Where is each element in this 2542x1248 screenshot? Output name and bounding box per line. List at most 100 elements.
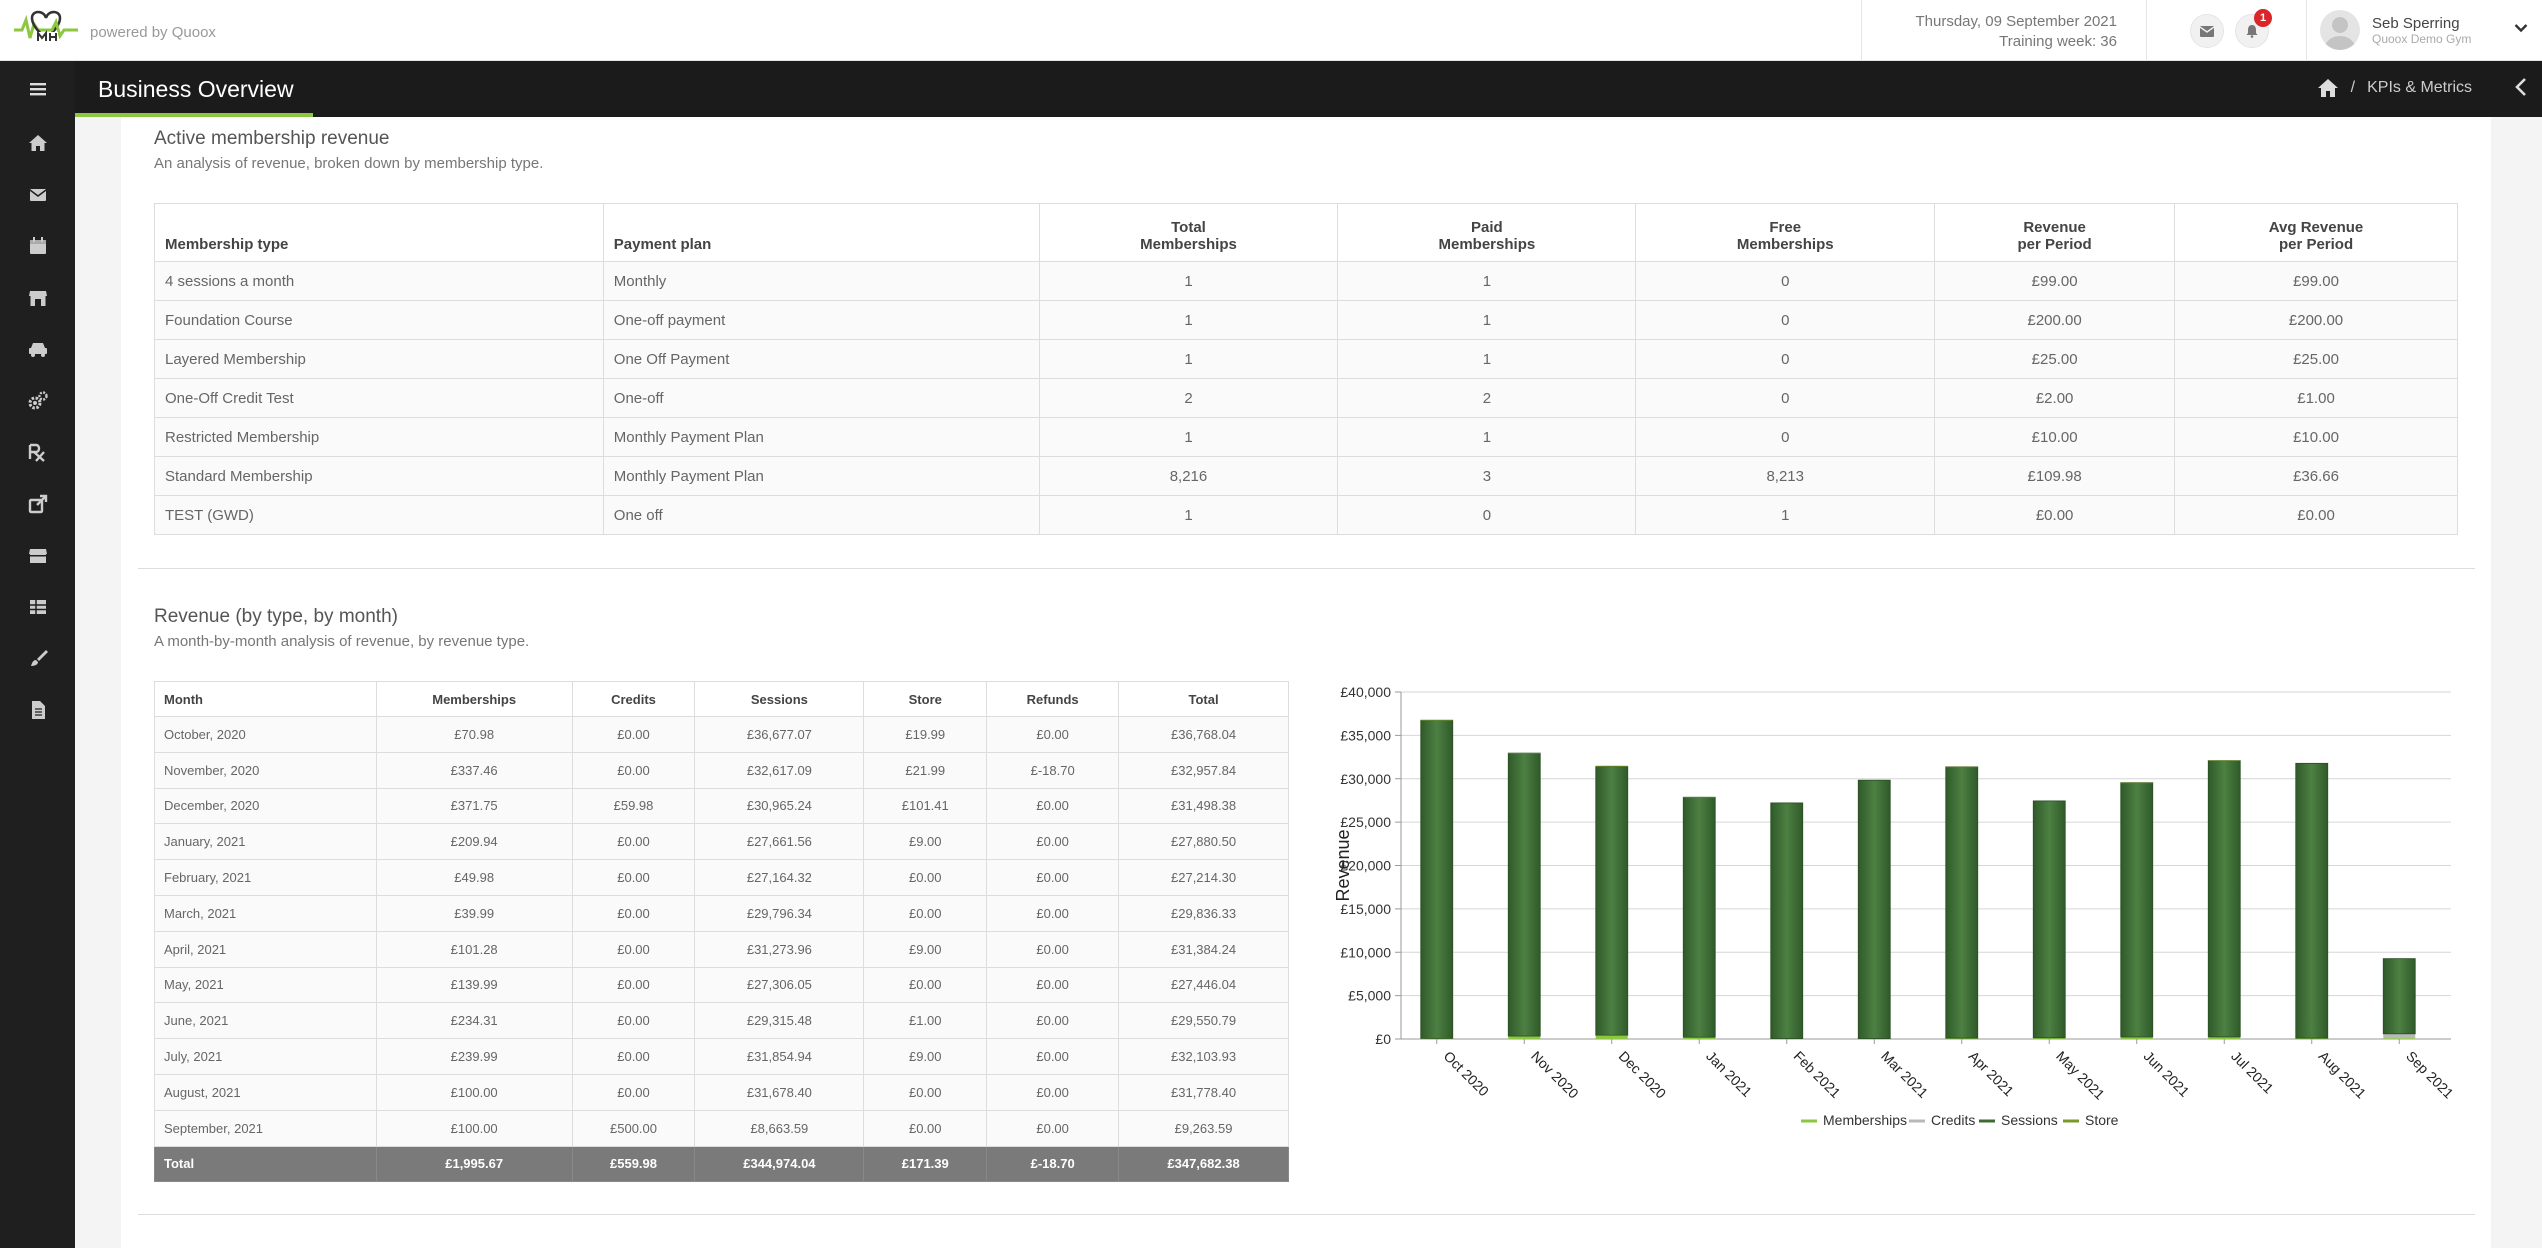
cell-memberships: £139.99 xyxy=(375,966,573,1004)
user-gym: Quoox Demo Gym xyxy=(2372,32,2472,46)
bar-memberships xyxy=(1945,1038,1978,1039)
user-menu-chevron[interactable] xyxy=(2514,20,2528,38)
breadcrumb-separator: / xyxy=(2350,79,2356,96)
x-tick-label: Oct 2020 xyxy=(1441,1048,1493,1100)
cell-free: 8,213 xyxy=(1635,456,1936,496)
column-header-store[interactable]: Store xyxy=(863,681,988,717)
cell-sessions: £8,663.59 xyxy=(694,1109,865,1147)
cell-total: 1 xyxy=(1038,339,1339,379)
cell-refunds: £0.00 xyxy=(986,930,1120,968)
cell-memberships: £49.98 xyxy=(375,859,573,896)
column-header-month[interactable]: Month xyxy=(154,681,377,717)
bar-sessions xyxy=(1420,719,1454,1039)
table-row: 4 sessions a month Monthly 1 1 0 £99.00 £99.00 xyxy=(154,261,2458,301)
sidebar-item-store[interactable] xyxy=(0,276,75,320)
user-name[interactable]: Seb Sperring xyxy=(2372,15,2460,32)
top-bar: powered by Quoox Thursday, 09 September … xyxy=(0,0,2542,61)
brush-icon xyxy=(30,650,48,666)
training-week: Training week: 36 xyxy=(1999,33,2117,50)
cell-refunds: £0.00 xyxy=(986,1109,1120,1147)
quoox-logo[interactable] xyxy=(12,8,80,48)
cell-paid: 0 xyxy=(1337,495,1637,535)
home-icon[interactable] xyxy=(2317,78,2339,98)
sidebar-item-home[interactable] xyxy=(0,121,75,165)
cell-total: £29,550.79 xyxy=(1118,1002,1289,1040)
topbar-divider xyxy=(2146,0,2147,61)
x-tick-label: Sep 2021 xyxy=(2403,1048,2457,1102)
column-header-total[interactable]: Total Memberships xyxy=(1038,203,1339,262)
cell-type: Foundation Course xyxy=(154,300,604,340)
column-header-free[interactable]: Free Memberships xyxy=(1635,203,1936,262)
column-header-revenue[interactable]: Revenue per Period xyxy=(1934,203,2176,262)
bar-sessions xyxy=(1507,752,1541,1037)
cell-credits: £59.98 xyxy=(571,787,696,825)
cell-store: £0.00 xyxy=(863,1109,988,1147)
collapse-panel-button[interactable] xyxy=(2514,77,2528,102)
table-row: April, 2021 £101.28 £0.00 £31,273.96 £9.00 £0… xyxy=(154,930,1289,968)
cell-credits: £0.00 xyxy=(571,930,696,968)
column-header-sessions[interactable]: Sessions xyxy=(694,681,865,717)
cell-total: 1 xyxy=(1038,495,1339,535)
cell-free: 0 xyxy=(1635,417,1936,457)
cell-free: 0 xyxy=(1635,378,1936,418)
breadcrumb: / KPIs & Metrics xyxy=(2317,78,2472,98)
cell-avg: £36.66 xyxy=(2174,456,2458,496)
y-tick-label: £10,000 xyxy=(1340,944,1391,960)
column-header-credits[interactable]: Credits xyxy=(571,681,696,717)
table-row: March, 2021 £39.99 £0.00 £29,796.34 £0.00 £0.… xyxy=(154,894,1289,932)
revenue-section-subtitle: A month-by-month analysis of revenue, by… xyxy=(154,633,530,650)
cell-avg: £99.00 xyxy=(2174,261,2458,301)
sidebar-item-tables[interactable] xyxy=(0,585,75,629)
cell-sessions: £36,677.07 xyxy=(694,716,865,753)
column-header-payment-plan[interactable]: Payment plan xyxy=(602,203,1040,262)
sidebar-item-design[interactable] xyxy=(0,636,75,680)
x-tick-label: Nov 2020 xyxy=(1528,1048,1582,1102)
column-header-memberships[interactable]: Memberships xyxy=(375,681,573,717)
table-row: Layered Membership One Off Payment 1 1 0 £25.… xyxy=(154,339,2458,379)
cell-paid: 1 xyxy=(1337,339,1637,379)
revenue-chart: £0 £5,000 £10,000 £15,000 £20,000 £25,000 £30,… xyxy=(1333,684,2457,1128)
calendar-icon xyxy=(29,237,46,254)
sidebar-item-messages[interactable] xyxy=(0,173,75,217)
sidebar-item-documents[interactable] xyxy=(0,688,75,732)
chevron-left-icon xyxy=(2515,78,2526,96)
cell-total: £27,446.04 xyxy=(1118,966,1289,1004)
sidebar-menu-toggle[interactable] xyxy=(0,67,75,111)
sidebar-item-settings[interactable] xyxy=(0,379,75,423)
breadcrumb-current: KPIs & Metrics xyxy=(2367,79,2472,96)
table-row: Standard Membership Monthly Payment Plan 8… xyxy=(154,456,2458,496)
cell-total: £27,880.50 xyxy=(1118,823,1289,861)
bar-memberships xyxy=(2033,1037,2066,1039)
cell-avg: £10.00 xyxy=(2174,417,2458,457)
sidebar-item-share[interactable] xyxy=(0,482,75,526)
column-header-avg-revenue[interactable]: Avg Revenue per Period xyxy=(2174,203,2458,262)
table-row: January, 2021 £209.94 £0.00 £27,661.56 £9.00… xyxy=(154,823,1289,861)
sidebar-item-calendar[interactable] xyxy=(0,224,75,268)
cell-memberships: £371.75 xyxy=(375,787,573,825)
cell-store: £9.00 xyxy=(863,823,988,861)
column-header-refunds[interactable]: Refunds xyxy=(986,681,1120,717)
messages-button[interactable] xyxy=(2190,14,2224,48)
bar-sessions xyxy=(2207,760,2241,1038)
sidebar-item-vehicles[interactable] xyxy=(0,327,75,371)
cell-total: 1 xyxy=(1038,300,1339,340)
bar-memberships xyxy=(2383,1038,2416,1039)
cell-month: November, 2020 xyxy=(154,751,377,789)
table-row: One-Off Credit Test One-off 2 2 0 £2.00 £1.00 xyxy=(154,378,2458,418)
table-row: October, 2020 £70.98 £0.00 £36,677.07 £19.99… xyxy=(154,716,1289,753)
avatar[interactable] xyxy=(2320,10,2360,50)
cell-credits: £0.00 xyxy=(571,966,696,1004)
cell-memberships: £100.00 xyxy=(375,1073,573,1111)
bell-icon xyxy=(2246,25,2258,38)
column-header-paid[interactable]: Paid Memberships xyxy=(1337,203,1637,262)
cell-total: 1 xyxy=(1038,261,1339,301)
column-header-total[interactable]: Total xyxy=(1118,681,1289,717)
cell-sessions: £29,796.34 xyxy=(694,894,865,932)
table-icon xyxy=(29,600,46,614)
x-tick-label: Feb 2021 xyxy=(1791,1048,1844,1101)
cell-free: 1 xyxy=(1635,495,1936,535)
sidebar-item-inventory[interactable] xyxy=(0,533,75,577)
column-header-membership-type[interactable]: Membership type xyxy=(154,203,604,262)
sidebar-item-prescriptions[interactable] xyxy=(0,430,75,474)
notifications-button[interactable]: 1 xyxy=(2235,9,2272,48)
